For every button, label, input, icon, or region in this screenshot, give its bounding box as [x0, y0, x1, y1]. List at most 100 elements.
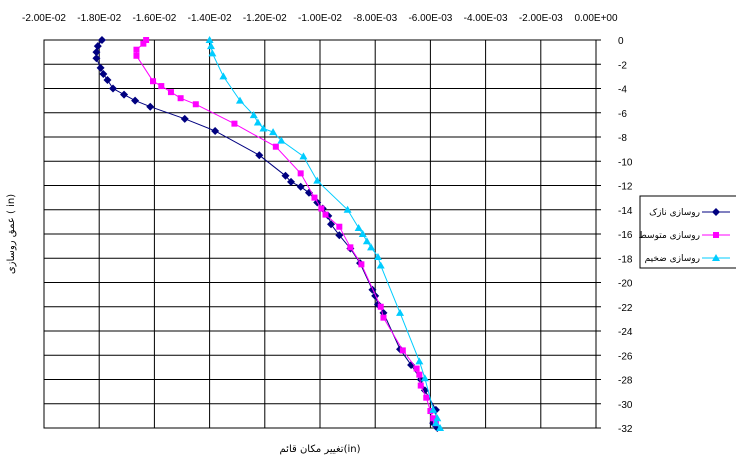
data-point: [133, 52, 140, 59]
y-tick-label: -20: [618, 279, 633, 290]
data-point: [96, 63, 105, 72]
data-point: [235, 96, 244, 104]
data-point: [97, 36, 106, 44]
data-point: [431, 419, 440, 427]
data-point: [358, 261, 365, 268]
y-tick-label: -18: [618, 254, 633, 265]
data-point: [296, 182, 305, 191]
data-point: [433, 414, 442, 422]
x-tick-labels: -2.00E-02 -1.80E-02 -1.60E-02 -1.40E-02 -1.2…: [22, 13, 618, 24]
data-point: [343, 205, 352, 213]
y-axis-title: عمق روسازی ( in): [6, 194, 17, 274]
data-point: [318, 205, 325, 212]
data-point: [712, 254, 720, 261]
data-point: [399, 347, 406, 354]
grid: [43, 39, 601, 429]
data-point: [297, 170, 304, 177]
y-tick-label: -30: [618, 400, 633, 411]
data-point: [158, 83, 165, 90]
data-point: [413, 365, 420, 372]
data-point: [713, 232, 719, 238]
y-tick-label: -16: [618, 230, 633, 241]
plot-area: -2.00E-02 -1.80E-02 -1.60E-02 -1.40E-02 -1.2…: [22, 13, 633, 435]
data-point: [380, 314, 387, 321]
legend-label: روسازی ضخیم: [645, 254, 700, 264]
x-tick-label: 0.00E+00: [574, 13, 618, 24]
data-point: [92, 54, 101, 63]
x-tick-label: -1.20E-02: [243, 13, 287, 24]
data-point: [407, 360, 416, 369]
data-point: [103, 76, 112, 85]
legend-label: روسازی نازک: [649, 207, 700, 218]
y-tick-label: -2: [618, 60, 627, 71]
y-tick-label: -32: [618, 424, 633, 435]
data-point: [253, 118, 262, 126]
data-point: [109, 84, 117, 93]
data-point: [377, 303, 384, 310]
data-point: [259, 124, 268, 132]
data-point: [358, 230, 367, 237]
series-layer: [92, 36, 445, 432]
data-point: [712, 208, 720, 216]
data-point: [313, 176, 322, 184]
data-point: [299, 152, 308, 160]
y-tick-label: -24: [618, 327, 633, 338]
data-point: [335, 231, 344, 240]
data-point: [327, 220, 336, 229]
data-point: [347, 244, 354, 251]
data-point: [354, 223, 363, 231]
data-point: [180, 114, 189, 123]
y-tick-label: -6: [618, 109, 627, 120]
data-point: [376, 261, 385, 269]
y-tick-label: -12: [618, 182, 633, 193]
data-point: [255, 151, 264, 160]
data-point: [322, 211, 329, 218]
data-point: [362, 237, 371, 245]
x-axis-title: تغییر مکان قائم(in): [280, 444, 361, 455]
x-tick-label: -8.00E-03: [353, 13, 397, 24]
data-point: [146, 102, 155, 111]
x-tick-label: -6.00E-03: [408, 13, 452, 24]
data-point: [140, 40, 147, 47]
data-point: [269, 128, 278, 136]
data-point: [417, 382, 424, 389]
data-point: [92, 48, 101, 57]
data-point: [436, 424, 445, 431]
data-point: [219, 72, 228, 80]
legend-entry: روسازی ضخیم: [645, 254, 730, 264]
legend-label: روسازی متوسط: [639, 231, 701, 241]
data-point: [429, 405, 438, 413]
data-point: [287, 177, 296, 186]
x-tick-label: -1.40E-02: [188, 13, 232, 24]
data-point: [336, 223, 343, 230]
data-point: [272, 143, 279, 150]
data-point: [231, 120, 238, 127]
x-tick-label: -1.00E-02: [298, 13, 342, 24]
y-tick-label: -4: [618, 85, 627, 96]
legend: روسازی نازک روسازی متوسط روسازی ضخیم: [639, 195, 736, 269]
y-tick-label: -10: [618, 157, 633, 168]
data-point: [167, 89, 174, 96]
y-tick-label: 0: [618, 36, 624, 47]
data-point: [430, 415, 437, 422]
data-point: [131, 96, 140, 105]
data-point: [120, 90, 129, 99]
x-tick-label: -1.60E-02: [132, 13, 176, 24]
series-line: [136, 39, 437, 424]
data-point: [423, 394, 430, 401]
data-point: [396, 308, 405, 316]
data-point: [99, 69, 108, 78]
y-tick-label: -22: [618, 303, 633, 314]
data-point: [150, 78, 157, 85]
data-point: [93, 42, 102, 51]
data-point: [211, 126, 220, 135]
data-point: [415, 357, 424, 365]
data-point: [277, 136, 286, 144]
y-tick-label: -26: [618, 351, 633, 362]
x-tick-label: -4.00E-03: [464, 13, 508, 24]
data-point: [206, 42, 215, 50]
data-point: [133, 46, 140, 53]
legend-entry: روسازی متوسط: [639, 231, 730, 241]
data-point: [416, 371, 423, 378]
